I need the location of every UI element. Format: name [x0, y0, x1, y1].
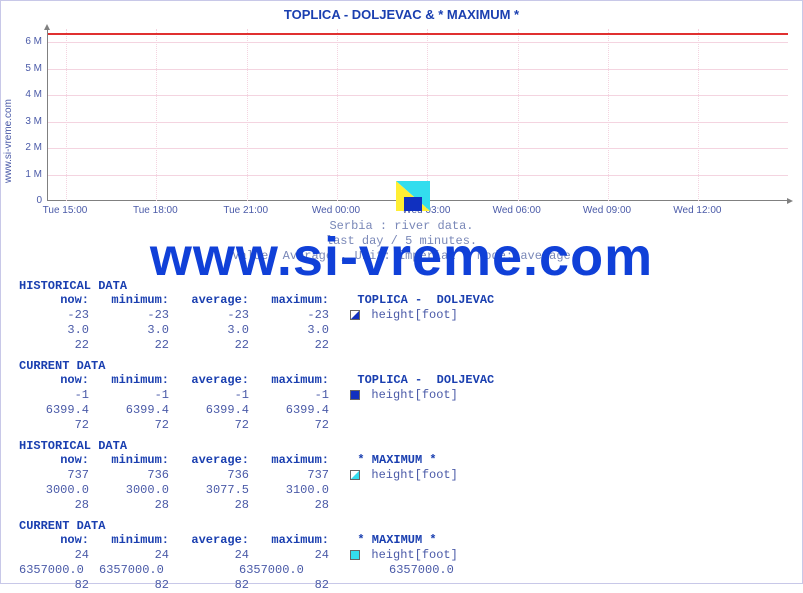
x-axis-arrow-icon — [787, 198, 793, 204]
table-row: 28282828 — [19, 498, 529, 513]
x-tick-label: Tue 21:00 — [223, 205, 268, 216]
table-row: 22222222 — [19, 338, 529, 353]
table-header-row: now:minimum:average:maximum: * MAXIMUM * — [19, 453, 529, 468]
x-tick-label: Wed 00:00 — [312, 205, 360, 216]
series-marker-icon — [350, 390, 360, 400]
y-tick-label: 6 M — [6, 36, 42, 47]
subtitle-line-1: Serbia : river data. — [1, 219, 802, 233]
section-title: CURRENT DATA — [19, 519, 529, 533]
legend-swatch — [396, 181, 430, 211]
table-header-row: now:minimum:average:maximum: TOPLICA - D… — [19, 373, 529, 388]
table-row: 737736736737 height[foot] — [19, 468, 529, 483]
y-tick-label: 4 M — [6, 89, 42, 100]
data-tables: HISTORICAL DATAnow:minimum:average:maxim… — [19, 273, 529, 593]
section-title: CURRENT DATA — [19, 359, 529, 373]
x-tick-label: Tue 15:00 — [43, 205, 88, 216]
table-row: 6357000.06357000.06357000.06357000.0 — [19, 563, 529, 578]
y-tick-label: 5 M — [6, 63, 42, 74]
plot-area — [47, 29, 787, 201]
table-row: 3000.03000.03077.53100.0 — [19, 483, 529, 498]
x-tick-label: Tue 18:00 — [133, 205, 178, 216]
series-marker-icon — [350, 470, 360, 480]
section-title: HISTORICAL DATA — [19, 439, 529, 453]
y-tick-label: 1 M — [6, 169, 42, 180]
y-tick-label: 2 M — [6, 142, 42, 153]
table-row: -1-1-1-1 height[foot] — [19, 388, 529, 403]
x-tick-label: Wed 09:00 — [583, 205, 631, 216]
x-tick-label: Wed 06:00 — [493, 205, 541, 216]
table-row: 82828282 — [19, 578, 529, 593]
table-row: -23-23-23-23 height[foot] — [19, 308, 529, 323]
table-header-row: now:minimum:average:maximum: TOPLICA - D… — [19, 293, 529, 308]
table-row: 6399.46399.46399.46399.4 — [19, 403, 529, 418]
table-row: 24242424 height[foot] — [19, 548, 529, 563]
chart-title: TOPLICA - DOLJEVAC & * MAXIMUM * — [1, 7, 802, 22]
chart-frame: TOPLICA - DOLJEVAC & * MAXIMUM * www.si-… — [0, 0, 803, 584]
subtitle-line-3: Value: Average , Unit: imperial , Mode: … — [1, 249, 802, 263]
y-tick-label: 0 — [6, 195, 42, 206]
y-tick-label: 3 M — [6, 116, 42, 127]
table-header-row: now:minimum:average:maximum: * MAXIMUM * — [19, 533, 529, 548]
legend-blue-icon — [404, 197, 422, 211]
series-marker-icon — [350, 550, 360, 560]
subtitle-line-2: last day / 5 minutes. — [1, 234, 802, 248]
section-title: HISTORICAL DATA — [19, 279, 529, 293]
table-row: 3.03.03.03.0 — [19, 323, 529, 338]
x-tick-label: Wed 12:00 — [673, 205, 721, 216]
table-row: 72727272 — [19, 418, 529, 433]
series-marker-icon — [350, 310, 360, 320]
